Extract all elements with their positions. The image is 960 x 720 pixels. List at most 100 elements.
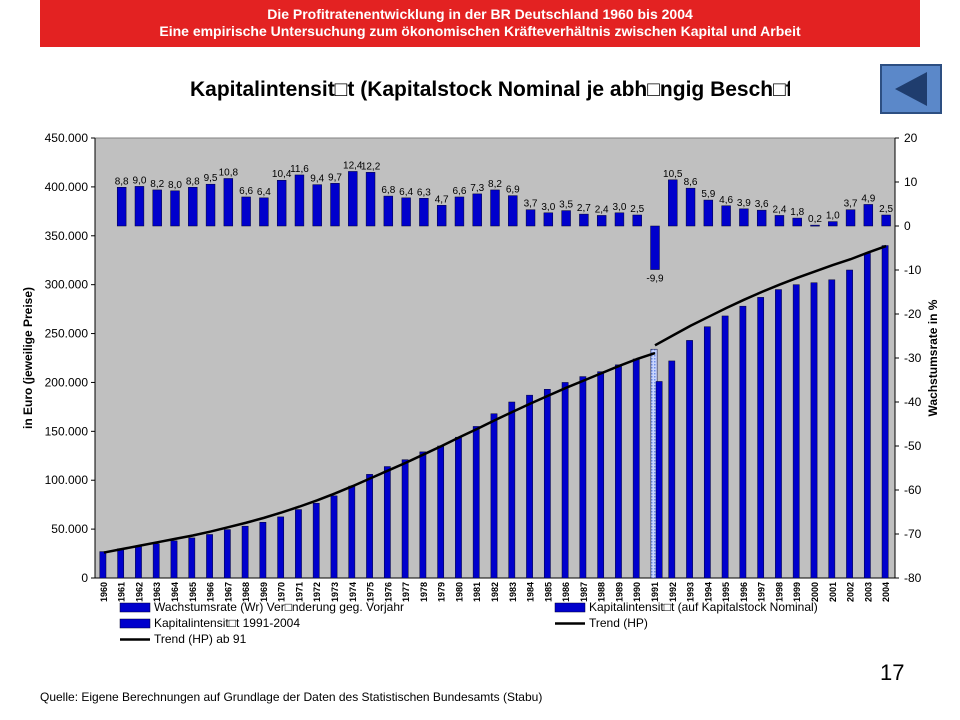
x-tick-label: 1965 — [188, 582, 198, 602]
growth-bar — [845, 209, 856, 227]
growth-bar — [543, 212, 554, 227]
x-tick-label: 1984 — [526, 582, 536, 602]
growth-bar-label: 2,7 — [577, 203, 591, 214]
growth-bar — [348, 171, 358, 227]
growth-bar — [170, 190, 180, 227]
growth-bar-label: 8,2 — [150, 179, 164, 190]
right-tick-label: 20 — [904, 131, 918, 145]
x-tick-label: 2003 — [863, 582, 873, 602]
legend-swatch — [554, 602, 586, 613]
growth-bar — [881, 214, 891, 227]
growth-bar-label: 2,5 — [630, 204, 644, 215]
capital-bar — [366, 474, 373, 579]
capital-bar — [437, 445, 445, 579]
capital-bar — [330, 495, 338, 579]
page-number: 17 — [880, 660, 905, 685]
growth-bar-label: 1,8 — [790, 207, 804, 218]
growth-bar-label: 6,4 — [257, 187, 271, 198]
growth-bar — [152, 189, 162, 227]
growth-bar — [685, 187, 696, 227]
x-tick-label: 1989 — [614, 582, 624, 602]
capital-91-bar — [686, 340, 693, 579]
growth-bar — [614, 212, 625, 227]
growth-bar-label: 3,7 — [844, 199, 858, 210]
growth-bar — [365, 172, 376, 227]
growth-bar-label: 2,4 — [772, 204, 786, 215]
left-tick-label: 400.000 — [45, 180, 89, 194]
capital-91-bar — [846, 269, 853, 579]
left-tick-label: 100.000 — [45, 473, 89, 487]
capital-bar — [277, 516, 285, 579]
legend-label: Wachstumsrate (Wr) Ver□nderung geg. Vorj… — [154, 600, 404, 614]
x-tick-label: 1966 — [206, 582, 216, 602]
growth-bar — [668, 179, 678, 227]
y-axis-title: in Euro (jeweilige Preise) — [21, 287, 35, 429]
capital-bar — [188, 537, 196, 579]
header-line-1: Die Profitratenentwicklung in der BR Deu… — [267, 6, 693, 22]
x-tick-label: 1997 — [757, 582, 767, 602]
capital-91-bar — [655, 381, 663, 579]
x-tick-label: 1980 — [454, 582, 464, 602]
growth-bar-label: 0,2 — [808, 214, 822, 225]
back-button[interactable] — [880, 64, 942, 114]
x-tick-label: 1982 — [490, 582, 500, 602]
growth-bar — [721, 205, 731, 227]
x-tick-label: 1971 — [294, 582, 304, 602]
growth-bar — [294, 174, 305, 227]
capital-91-bar — [828, 279, 836, 579]
capital-91-bar — [721, 315, 729, 579]
capital-bar — [472, 426, 480, 579]
growth-bar — [259, 197, 269, 227]
left-tick-label: 350.000 — [45, 229, 89, 243]
legend-label: Kapitalintensit□t 1991-2004 — [154, 616, 300, 630]
capital-bar — [99, 551, 107, 579]
right-tick-label: -80 — [904, 571, 922, 585]
growth-bar — [490, 189, 500, 227]
x-tick-label: 1987 — [579, 582, 589, 602]
growth-bar-label: 3,0 — [612, 202, 626, 213]
growth-bar-label: 10,4 — [272, 169, 292, 180]
growth-bar — [828, 221, 838, 227]
capital-bar — [135, 545, 142, 579]
right-tick-label: -50 — [904, 439, 922, 453]
growth-bar-label: 6,8 — [381, 185, 395, 196]
x-tick-label: 1981 — [472, 582, 482, 602]
x-tick-label: 2000 — [810, 582, 820, 602]
growth-bar-label: 8,8 — [115, 176, 129, 187]
growth-bar-label: 10,8 — [219, 167, 239, 178]
growth-bar-label: 8,2 — [488, 179, 502, 190]
growth-bar — [561, 210, 571, 227]
growth-bar-label: 2,5 — [879, 204, 893, 215]
capital-bar — [348, 485, 356, 579]
capital-bar — [526, 394, 533, 579]
growth-bar-label: 3,9 — [737, 198, 751, 209]
x-tick-label: 1986 — [561, 582, 571, 602]
capital-bar — [223, 529, 231, 579]
capital-bar — [295, 509, 302, 579]
left-tick-label: 450.000 — [45, 131, 89, 145]
growth-bar-label: 2,4 — [595, 204, 609, 215]
legend-label: Trend (HP) ab 91 — [154, 632, 247, 646]
growth-bar-label: 6,6 — [239, 186, 253, 197]
x-tick-label: 1978 — [419, 582, 429, 602]
growth-bar — [650, 225, 660, 270]
header-line-2: Eine empirische Untersuchung zum ökonomi… — [159, 23, 801, 39]
right-tick-label: -60 — [904, 483, 922, 497]
x-tick-label: 1975 — [366, 582, 376, 602]
x-tick-label: 2004 — [881, 582, 891, 602]
x-tick-label: 1988 — [597, 582, 607, 602]
growth-bar-label: 4,7 — [435, 194, 449, 205]
growth-bar-label: 12,2 — [361, 161, 381, 172]
growth-bar-label: 6,6 — [452, 186, 466, 197]
capital-bar — [579, 376, 587, 579]
trend-line — [103, 351, 656, 554]
x-tick-label: 1996 — [739, 582, 749, 602]
legend-label: Kapitalintensit□t (auf Kapitalstock Nomi… — [589, 600, 818, 614]
x-tick-label: 1991 — [650, 582, 660, 602]
right-tick-label: -40 — [904, 395, 922, 409]
capital-91-bar — [668, 360, 676, 579]
x-tick-label: 1977 — [401, 582, 411, 602]
growth-bar-label: 6,3 — [417, 187, 431, 198]
growth-bar — [792, 217, 802, 227]
growth-bar — [312, 184, 322, 227]
